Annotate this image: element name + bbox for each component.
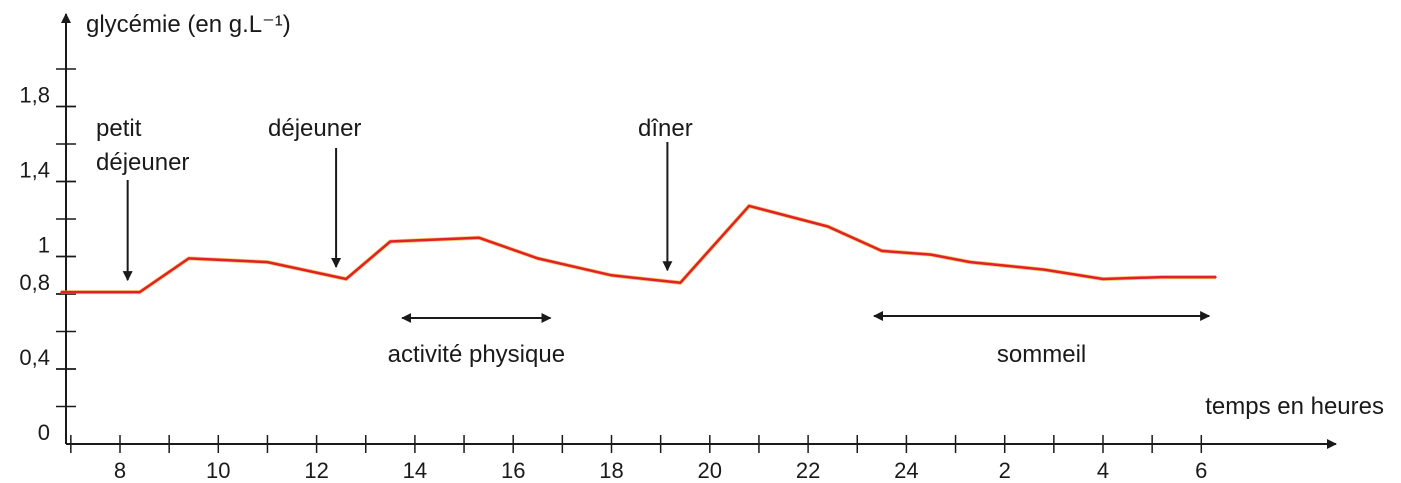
data-point — [266, 261, 269, 263]
data-point — [138, 291, 141, 293]
y-tick-label: 0,8 — [19, 270, 50, 295]
data-point — [1215, 276, 1217, 278]
x-tick-label: 12 — [304, 458, 328, 483]
data-point — [826, 225, 829, 228]
x-tick-label: 14 — [403, 458, 427, 483]
annotation-petit-dejeuner-label: déjeuner — [96, 149, 189, 176]
data-point — [930, 253, 932, 256]
annotation-petit-dejeuner-label: petit — [96, 115, 142, 142]
period-sommeil-label: sommeil — [997, 341, 1086, 368]
y-tick-label: 1,4 — [19, 158, 50, 183]
data-point — [536, 257, 539, 260]
x-tick-label: 18 — [599, 458, 623, 483]
y-tick-label: 1 — [38, 233, 50, 258]
data-point — [969, 261, 972, 263]
period-activite-physique-label: activité physique — [388, 341, 565, 368]
data-point — [1043, 268, 1045, 271]
x-tick-label: 22 — [796, 458, 820, 483]
data-point — [679, 281, 682, 284]
x-tick-label: 24 — [894, 458, 918, 483]
data-point — [1102, 278, 1104, 280]
x-tick-label: 4 — [1097, 458, 1109, 483]
data-point — [60, 291, 62, 293]
data-point — [477, 236, 480, 239]
x-tick-label: 16 — [501, 458, 525, 483]
annotation-dejeuner-label: déjeuner — [268, 115, 361, 142]
glycemia-curve — [61, 204, 1216, 294]
data-point — [881, 250, 883, 252]
y-tick-label: 1,8 — [19, 83, 50, 108]
data-point — [610, 274, 613, 277]
y-tick-label: 0 — [38, 420, 50, 445]
x-tick-label: 20 — [698, 458, 722, 483]
ticks: 00,40,811,41,88 10 12 14 16 18 20 22 24 2 4 6 — [19, 68, 1207, 483]
data-point — [748, 205, 750, 207]
series — [60, 203, 1217, 295]
x-axis-label: temps en heures — [1205, 393, 1384, 420]
x-tick-label: 6 — [1195, 458, 1207, 483]
x-tick-label: 8 — [114, 458, 126, 483]
y-axis-label: glycémie (en g.L⁻¹) — [86, 11, 291, 38]
x-tick-label: 2 — [999, 458, 1011, 483]
annotation-diner-label: dîner — [638, 115, 693, 142]
annotations: petit déjeuner déjeuner dîner activité physi… — [96, 115, 1211, 368]
data-point — [389, 240, 392, 243]
axes — [61, 13, 1337, 449]
data-point — [188, 257, 190, 260]
y-tick-label: 0,4 — [19, 345, 50, 370]
data-point — [1161, 276, 1163, 278]
data-point — [345, 278, 347, 280]
x-tick-label: 10 — [206, 458, 230, 483]
